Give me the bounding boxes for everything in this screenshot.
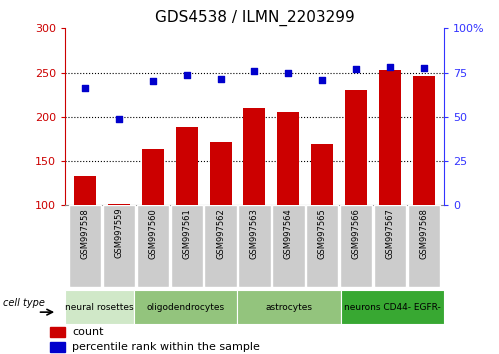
Bar [171, 205, 203, 287]
Bar [238, 205, 271, 287]
Text: GSM997567: GSM997567 [385, 208, 394, 259]
Point [149, 78, 157, 84]
Text: percentile rank within the sample: percentile rank within the sample [72, 342, 260, 352]
Point [183, 73, 191, 78]
Bar [50, 342, 65, 353]
Bar [176, 127, 198, 205]
Bar [237, 290, 341, 324]
Text: GSM997565: GSM997565 [318, 208, 327, 258]
Point [217, 76, 225, 82]
Bar [408, 205, 440, 287]
Text: neurons CD44- EGFR-: neurons CD44- EGFR- [344, 303, 441, 312]
Point [386, 64, 394, 70]
Bar [69, 205, 101, 287]
Bar [379, 70, 401, 205]
Point [115, 116, 123, 121]
Point [352, 66, 360, 72]
Bar [311, 144, 333, 205]
Bar [306, 205, 338, 287]
Text: oligodendrocytes: oligodendrocytes [147, 303, 225, 312]
Text: GSM997560: GSM997560 [148, 208, 157, 258]
Point [250, 68, 258, 74]
Bar [103, 205, 135, 287]
Bar [340, 205, 372, 287]
Text: GSM997559: GSM997559 [115, 208, 124, 258]
Bar [142, 149, 164, 205]
Text: astrocytes: astrocytes [265, 303, 312, 312]
Bar [277, 113, 299, 205]
Bar [345, 90, 367, 205]
Bar [205, 205, 237, 287]
Text: cell type: cell type [3, 298, 45, 308]
Bar [413, 76, 435, 205]
Bar [244, 108, 265, 205]
Text: GSM997566: GSM997566 [352, 208, 361, 259]
Text: GSM997561: GSM997561 [182, 208, 191, 258]
Title: GDS4538 / ILMN_2203299: GDS4538 / ILMN_2203299 [155, 9, 354, 25]
Bar [341, 290, 444, 324]
Text: GSM997563: GSM997563 [250, 208, 259, 259]
Bar [134, 290, 237, 324]
Point [318, 77, 326, 82]
Bar [65, 290, 134, 324]
Point [284, 71, 292, 76]
Text: GSM997562: GSM997562 [216, 208, 225, 258]
Text: GSM997564: GSM997564 [284, 208, 293, 258]
Bar [50, 327, 65, 337]
Point [420, 65, 428, 71]
Text: GSM997568: GSM997568 [419, 208, 428, 259]
Bar [272, 205, 304, 287]
Bar [74, 176, 96, 205]
Bar [210, 143, 232, 205]
Text: count: count [72, 327, 104, 337]
Bar [137, 205, 169, 287]
Point [81, 85, 89, 91]
Text: neural rosettes: neural rosettes [65, 303, 134, 312]
Bar [374, 205, 406, 287]
Text: GSM997558: GSM997558 [81, 208, 90, 258]
